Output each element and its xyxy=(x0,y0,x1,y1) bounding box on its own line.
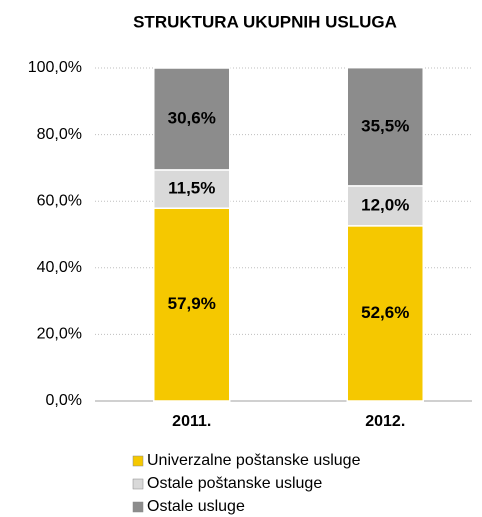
x-tick-label: 2012. xyxy=(365,413,405,430)
bar-segment xyxy=(346,225,424,402)
y-tick-label: 0,0% xyxy=(46,392,82,409)
legend-label: Ostale poštanske usluge xyxy=(147,475,322,492)
legend-label: Univerzalne poštanske usluge xyxy=(147,452,361,469)
data-label: 35,5% xyxy=(361,116,409,135)
bar-segment xyxy=(153,207,231,402)
y-tick-label: 60,0% xyxy=(37,192,82,209)
y-tick-label: 80,0% xyxy=(37,126,82,143)
y-tick-label: 100,0% xyxy=(28,59,82,76)
bar-segment xyxy=(153,169,231,209)
legend-label: Ostale usluge xyxy=(147,498,245,515)
legend-swatch xyxy=(132,478,144,490)
legend-swatch xyxy=(132,455,144,467)
data-label: 11,5% xyxy=(168,179,215,198)
x-tick-label: 2011. xyxy=(172,413,211,430)
data-label: 30,6% xyxy=(168,108,216,127)
bar-segment xyxy=(346,66,424,187)
data-label: 57,9% xyxy=(168,294,216,313)
bar-segment xyxy=(346,185,424,227)
data-label: 52,6% xyxy=(361,303,409,322)
y-tick-label: 40,0% xyxy=(37,259,82,276)
data-label: 12,0% xyxy=(361,195,409,214)
y-tick-label: 20,0% xyxy=(37,326,82,343)
chart-title: STRUKTURA UKUPNIH USLUGA xyxy=(133,12,397,31)
bar-segment xyxy=(153,67,231,171)
legend-swatch xyxy=(132,501,144,513)
